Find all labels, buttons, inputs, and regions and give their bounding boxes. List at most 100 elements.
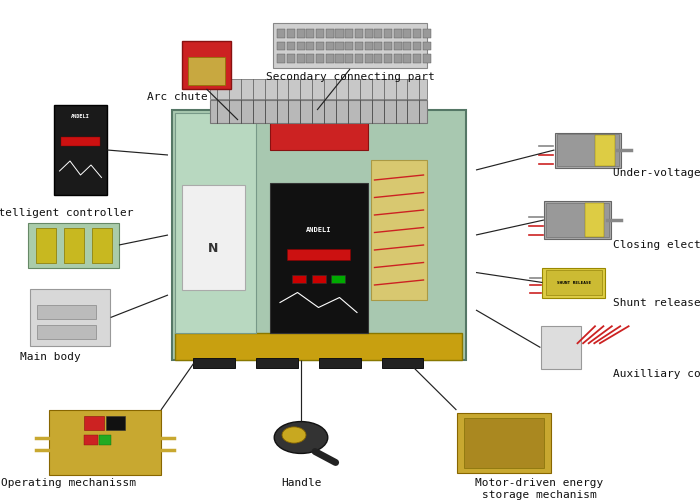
Bar: [297, 30, 304, 38]
Text: Handle: Handle: [281, 478, 321, 488]
Bar: [326, 54, 334, 62]
Bar: [287, 30, 295, 38]
Bar: [318, 358, 360, 368]
Text: Under-voltage release: Under-voltage release: [613, 168, 700, 178]
Bar: [99, 435, 111, 445]
Text: N: N: [209, 242, 218, 256]
Bar: [384, 54, 392, 62]
Text: ANDELI: ANDELI: [71, 114, 90, 118]
Bar: [36, 325, 97, 339]
Bar: [403, 30, 412, 38]
Bar: [287, 54, 295, 62]
Text: Secondary connecting part: Secondary connecting part: [265, 72, 435, 82]
Bar: [554, 132, 622, 168]
Bar: [365, 54, 372, 62]
Bar: [175, 112, 256, 332]
Bar: [540, 326, 581, 369]
Bar: [403, 54, 412, 62]
Bar: [277, 54, 286, 62]
Bar: [270, 182, 368, 332]
Bar: [297, 42, 304, 50]
Bar: [393, 42, 402, 50]
Text: Arc chute: Arc chute: [147, 92, 207, 102]
Bar: [210, 100, 427, 122]
Bar: [61, 136, 100, 145]
Bar: [546, 270, 602, 295]
Text: Motor-driven energy
storage mechanism: Motor-driven energy storage mechanism: [475, 478, 603, 500]
Bar: [365, 30, 372, 38]
Bar: [277, 42, 286, 50]
Bar: [277, 30, 286, 38]
Bar: [595, 134, 615, 166]
Text: SHUNT RELEASE: SHUNT RELEASE: [557, 280, 591, 284]
Bar: [326, 42, 334, 50]
Bar: [393, 30, 402, 38]
Bar: [270, 122, 368, 150]
Bar: [307, 30, 314, 38]
Bar: [331, 275, 345, 282]
Bar: [307, 42, 314, 50]
Bar: [403, 42, 412, 50]
Bar: [84, 435, 98, 445]
Bar: [382, 358, 423, 368]
Text: ANDELI: ANDELI: [306, 228, 331, 234]
Bar: [413, 42, 421, 50]
Bar: [335, 42, 344, 50]
Bar: [393, 54, 402, 62]
Bar: [413, 30, 421, 38]
Ellipse shape: [282, 427, 306, 443]
Bar: [374, 42, 382, 50]
Bar: [326, 30, 334, 38]
Bar: [307, 54, 314, 62]
Bar: [312, 275, 326, 282]
Bar: [106, 416, 125, 430]
Bar: [210, 79, 427, 99]
Bar: [371, 160, 427, 300]
Bar: [175, 332, 462, 360]
Bar: [547, 203, 608, 237]
Bar: [297, 54, 304, 62]
Bar: [273, 22, 427, 68]
Ellipse shape: [274, 422, 328, 454]
Bar: [36, 304, 97, 319]
Bar: [545, 201, 610, 238]
Bar: [463, 418, 545, 468]
Bar: [384, 30, 392, 38]
Text: Closing electromagnet: Closing electromagnet: [613, 240, 700, 250]
Bar: [316, 54, 324, 62]
Bar: [456, 412, 552, 472]
Text: Main body: Main body: [20, 352, 80, 362]
Bar: [55, 105, 107, 195]
Bar: [355, 54, 363, 62]
Bar: [345, 42, 354, 50]
Bar: [182, 185, 245, 290]
Text: Shunt release: Shunt release: [613, 298, 700, 308]
Bar: [172, 110, 466, 360]
Bar: [374, 30, 382, 38]
Bar: [84, 416, 104, 430]
Bar: [49, 410, 161, 475]
Bar: [335, 54, 344, 62]
Bar: [355, 30, 363, 38]
Bar: [36, 228, 56, 262]
Bar: [287, 249, 350, 260]
Bar: [542, 268, 606, 298]
Bar: [92, 228, 112, 262]
Bar: [584, 203, 604, 236]
Bar: [345, 30, 354, 38]
Bar: [316, 30, 324, 38]
Bar: [413, 54, 421, 62]
Bar: [423, 42, 431, 50]
Bar: [287, 42, 295, 50]
Bar: [374, 54, 382, 62]
Bar: [64, 228, 84, 262]
Bar: [355, 42, 363, 50]
Bar: [193, 358, 235, 368]
Bar: [182, 42, 231, 89]
Bar: [384, 42, 392, 50]
Bar: [316, 42, 324, 50]
Text: Intelligent controller: Intelligent controller: [0, 208, 134, 218]
Bar: [423, 54, 431, 62]
Bar: [28, 222, 119, 268]
Bar: [365, 42, 372, 50]
